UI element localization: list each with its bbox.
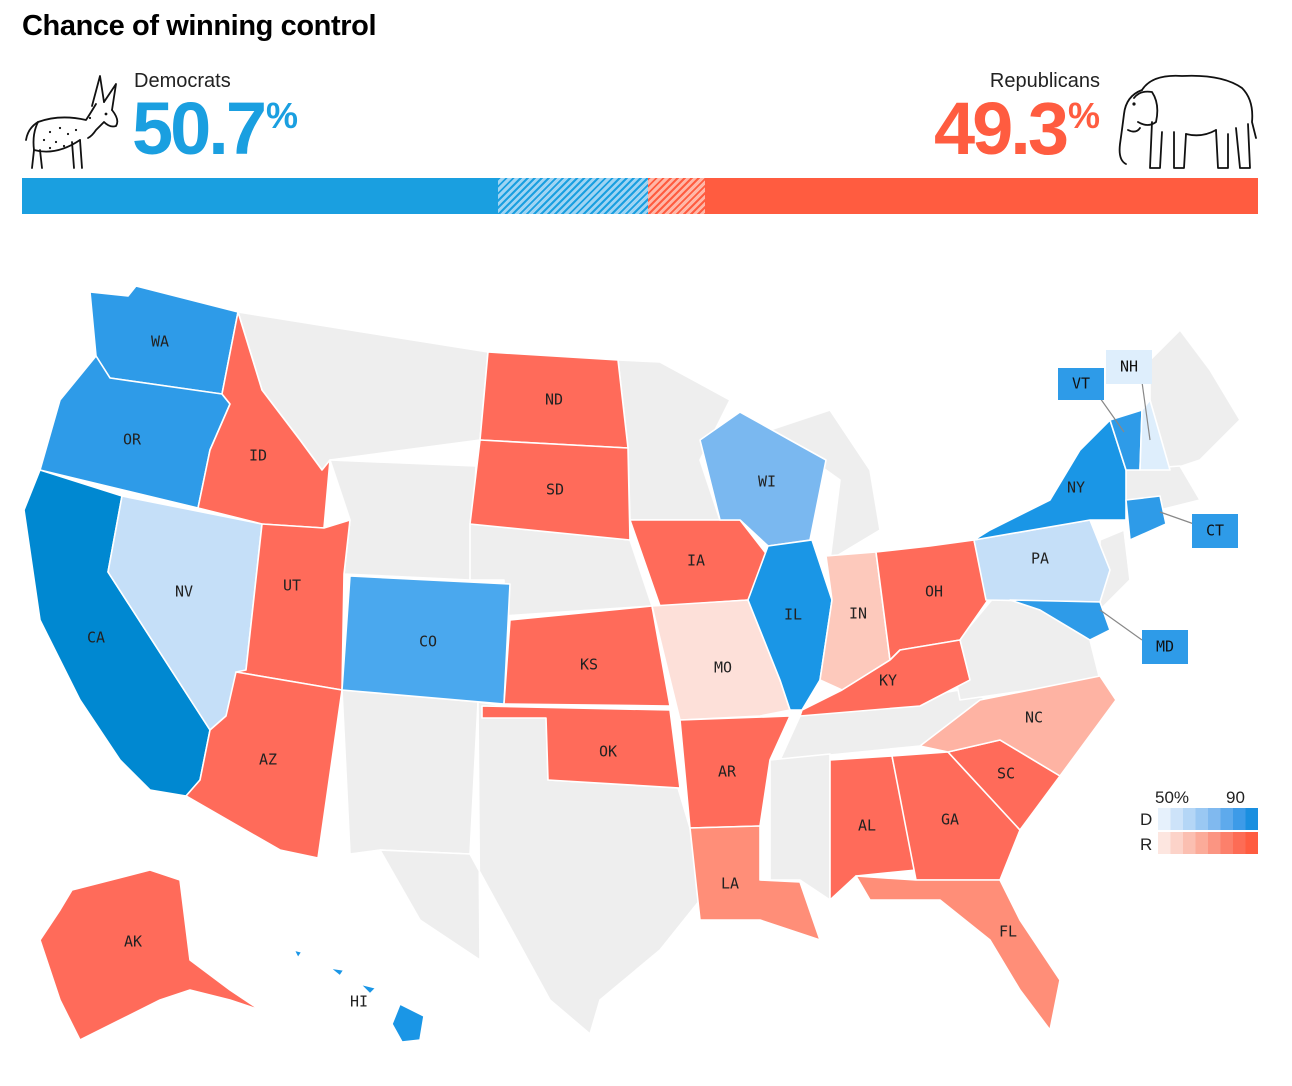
legend-r-swatch bbox=[1220, 832, 1233, 854]
label-ia: IA bbox=[687, 552, 705, 570]
republicans-unit: % bbox=[1067, 95, 1100, 136]
legend-r-swatch bbox=[1233, 832, 1246, 854]
democrats-unit: % bbox=[266, 95, 299, 136]
rep-solid-segment bbox=[705, 178, 1258, 214]
republicans-value: 49.3 bbox=[933, 87, 1069, 170]
state-HI bbox=[293, 949, 425, 1043]
legend-r-swatch bbox=[1208, 832, 1221, 854]
state-MD bbox=[1009, 599, 1111, 641]
label-ks: KS bbox=[580, 656, 598, 674]
state-LA bbox=[689, 825, 821, 941]
state-CT bbox=[1125, 495, 1167, 541]
label-az: AZ bbox=[259, 751, 277, 769]
legend-d-swatch bbox=[1158, 808, 1171, 830]
state-ms bbox=[769, 753, 831, 901]
legend-d-swatch bbox=[1183, 808, 1196, 830]
label-in: IN bbox=[849, 605, 867, 623]
legend-r-swatch bbox=[1195, 832, 1208, 854]
donkey-icon bbox=[25, 75, 119, 169]
legend-d-swatch bbox=[1208, 808, 1221, 830]
democrats-label: Democrats bbox=[134, 70, 231, 92]
label-ut: UT bbox=[283, 577, 301, 595]
label-wa: WA bbox=[151, 333, 169, 351]
label-wi: WI bbox=[758, 473, 776, 491]
label-nv: NV bbox=[175, 583, 193, 601]
label-nc: NC bbox=[1025, 709, 1043, 727]
boxed-label-vt: VT bbox=[1058, 368, 1104, 400]
state-SD bbox=[469, 439, 631, 541]
legend-tick-low: 50% bbox=[1155, 788, 1189, 807]
state-NY bbox=[973, 419, 1127, 541]
leader-lines bbox=[1099, 381, 1195, 641]
label-la: LA bbox=[721, 875, 739, 893]
state-wy bbox=[329, 459, 477, 581]
state-AK bbox=[39, 869, 261, 1041]
republicans-label: Republicans bbox=[989, 70, 1100, 92]
label-ga: GA bbox=[941, 811, 959, 829]
dem-solid-segment bbox=[22, 178, 498, 214]
control-probability-bar bbox=[22, 178, 1258, 214]
label-al: AL bbox=[858, 817, 876, 835]
label-ak: AK bbox=[124, 933, 142, 951]
boxed-label-md: MD bbox=[1142, 630, 1188, 664]
state-nm bbox=[341, 689, 479, 855]
legend-r-swatch bbox=[1158, 832, 1171, 854]
label-md: MD bbox=[1156, 638, 1174, 656]
label-nh: NH bbox=[1120, 358, 1138, 376]
state-OK bbox=[481, 705, 681, 789]
label-vt: VT bbox=[1072, 375, 1090, 393]
label-sd: SD bbox=[546, 481, 564, 499]
legend-tick-high: 90 bbox=[1226, 788, 1245, 807]
boxed-label-ct: CT bbox=[1192, 514, 1238, 548]
label-pa: PA bbox=[1031, 550, 1049, 568]
label-ny: NY bbox=[1067, 479, 1085, 497]
label-ok: OK bbox=[599, 743, 617, 761]
label-ct: CT bbox=[1206, 522, 1224, 540]
label-ky: KY bbox=[879, 672, 897, 690]
legend-d-swatch bbox=[1233, 808, 1246, 830]
legend-d-swatch bbox=[1195, 808, 1208, 830]
republicans-percent: 49.3% bbox=[934, 92, 1100, 166]
state-UT bbox=[235, 519, 351, 691]
rep-lean-segment bbox=[648, 178, 705, 214]
label-ar: AR bbox=[718, 763, 737, 781]
label-co: CO bbox=[419, 633, 437, 651]
legend: 50% 90 D R bbox=[1140, 788, 1258, 854]
state-NC bbox=[919, 675, 1117, 777]
legend-row-d: D bbox=[1140, 810, 1152, 829]
democrats-percent: 50.7% bbox=[132, 92, 298, 166]
state-AZ bbox=[185, 671, 343, 859]
democrats-value: 50.7 bbox=[132, 87, 267, 170]
label-il: IL bbox=[784, 606, 802, 624]
label-fl: FL bbox=[999, 923, 1017, 941]
label-sc: SC bbox=[997, 765, 1015, 783]
label-id: ID bbox=[249, 447, 267, 465]
label-or: OR bbox=[123, 431, 142, 449]
boxed-label-nh: NH bbox=[1106, 350, 1152, 384]
label-mo: MO bbox=[714, 659, 732, 677]
dem-lean-segment bbox=[498, 178, 648, 214]
label-oh: OH bbox=[925, 583, 943, 601]
legend-r-swatch bbox=[1245, 832, 1258, 854]
label-nd: ND bbox=[545, 391, 563, 409]
legend-r-swatch bbox=[1183, 832, 1196, 854]
legend-d-swatch bbox=[1170, 808, 1183, 830]
state-GA bbox=[891, 751, 1021, 881]
state-AL bbox=[829, 755, 917, 901]
label-ca: CA bbox=[87, 629, 105, 647]
label-hi: HI bbox=[350, 993, 368, 1011]
state-FL bbox=[855, 875, 1061, 1031]
state-KY bbox=[799, 639, 971, 717]
state-KS bbox=[503, 605, 671, 707]
legend-d-swatch bbox=[1245, 808, 1258, 830]
legend-row-r: R bbox=[1140, 835, 1152, 854]
page-title: Chance of winning control bbox=[22, 10, 377, 42]
state-AR bbox=[679, 715, 791, 829]
legend-r-swatch bbox=[1170, 832, 1183, 854]
legend-d-swatch bbox=[1220, 808, 1233, 830]
elephant-icon bbox=[1118, 74, 1257, 169]
